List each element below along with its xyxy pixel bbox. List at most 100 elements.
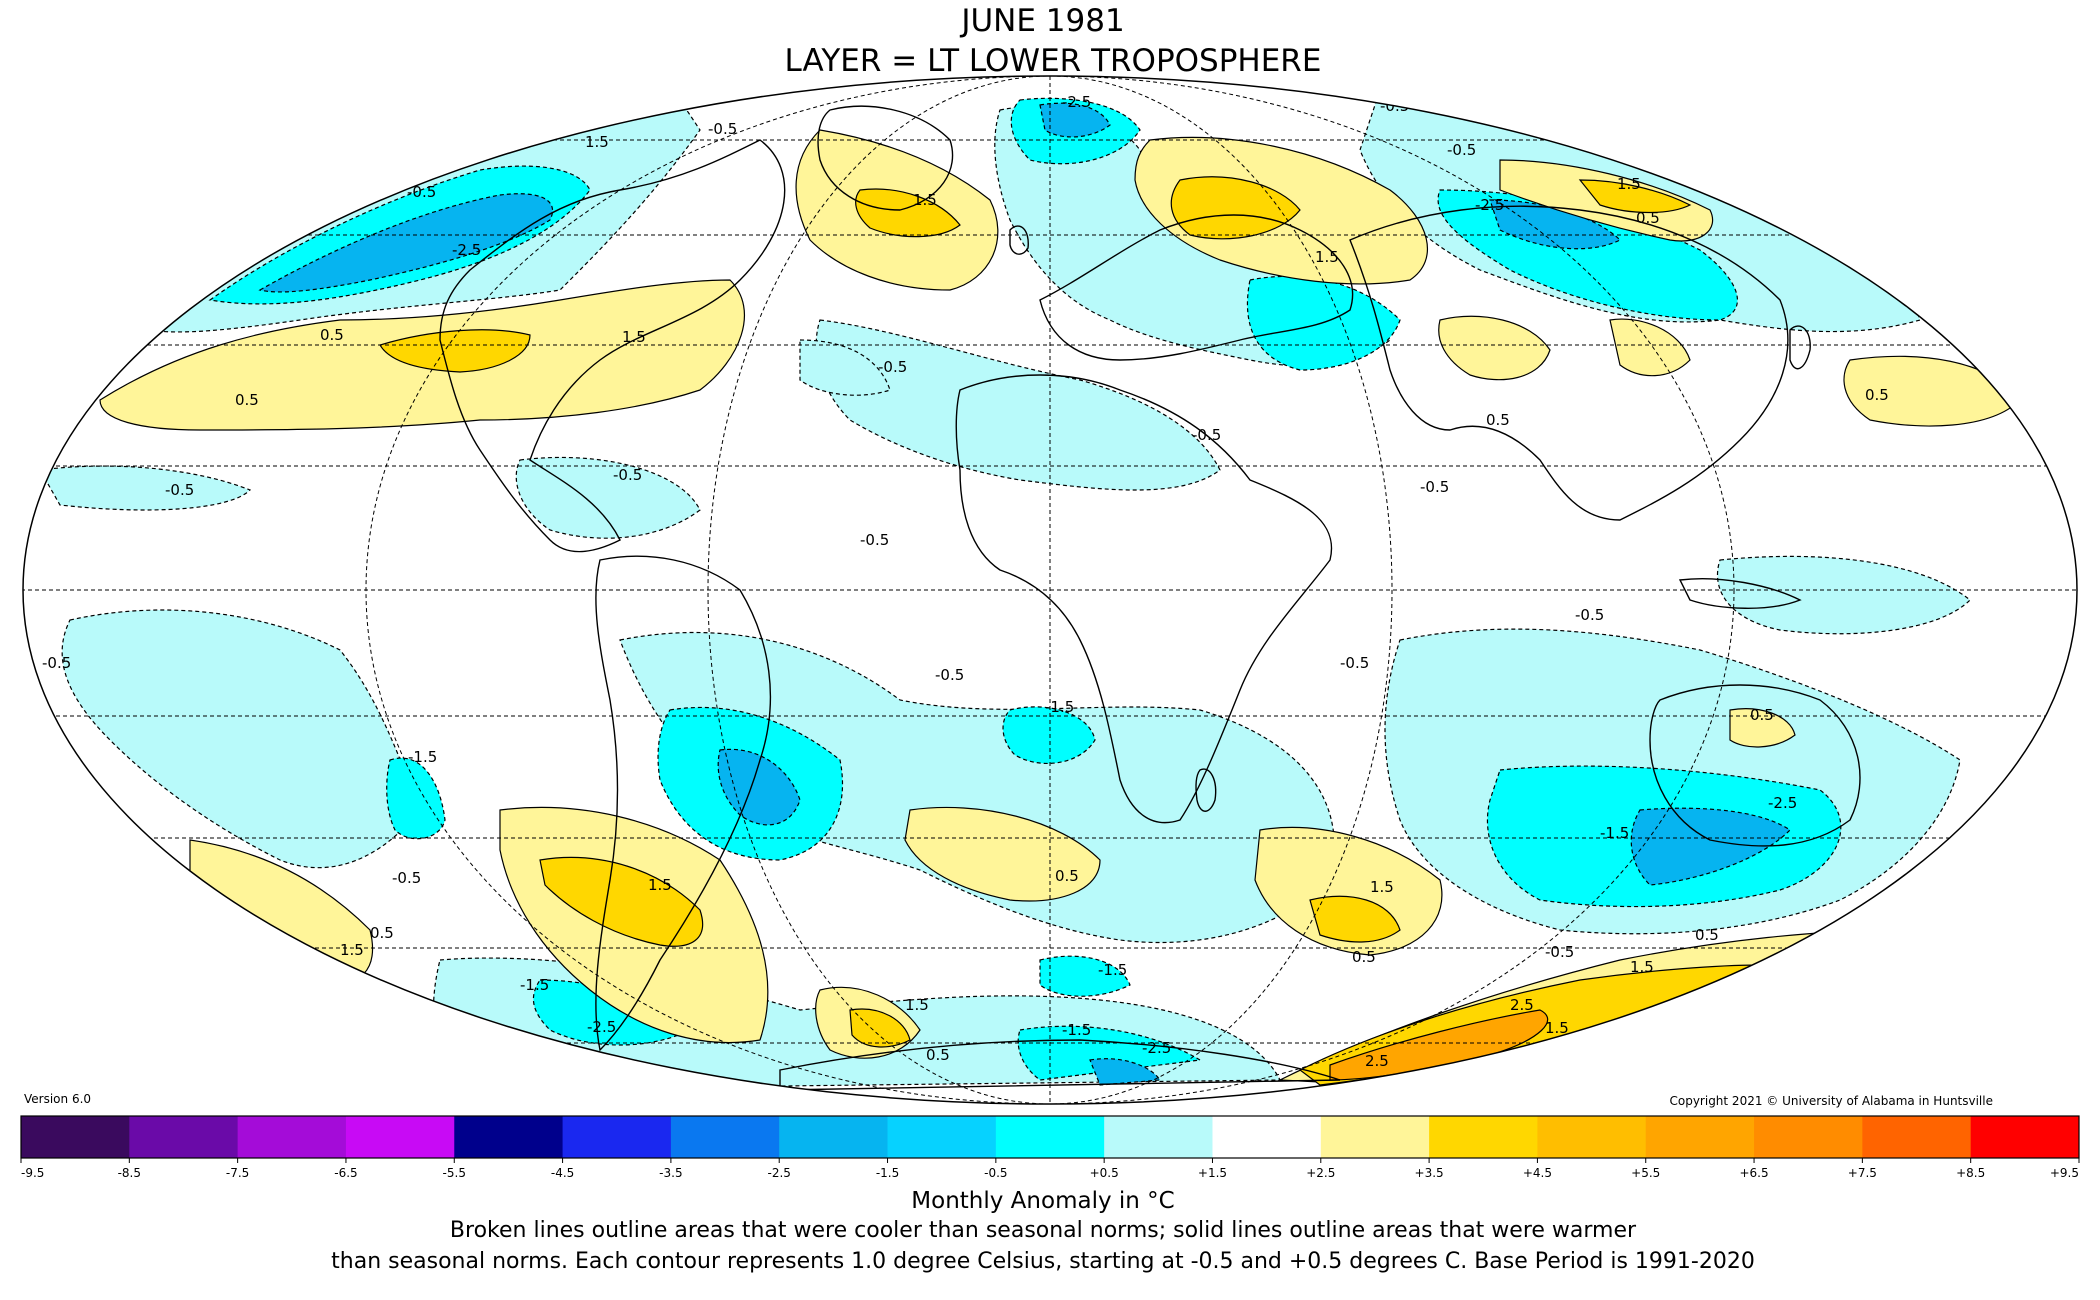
madagascar-outline: [1195, 768, 1217, 812]
contour-label: -0.5: [708, 120, 737, 138]
contour-label: -1.5: [1098, 961, 1127, 979]
globe: -0.5 -0.5 -0.5 -0.5 -0.5 -0.5 -0.5 -0.5 …: [22, 75, 2078, 1105]
copyright-label: Copyright 2021 © University of Alabama i…: [1669, 1094, 1993, 1108]
contour-label: -0.5: [613, 466, 642, 484]
contour-label: 0.5: [320, 326, 344, 344]
legend-swatch: [887, 1116, 997, 1158]
contour-label: 1.5: [1630, 958, 1654, 976]
warm-region-australia-spot: [1729, 708, 1796, 748]
contour-label: 0.5: [1055, 867, 1079, 885]
legend-swatch: [1212, 1116, 1322, 1158]
warm-mid-south-pacific: [539, 856, 704, 947]
legend-border: [20, 1115, 2080, 1159]
contour-label: -0.5: [1447, 141, 1476, 159]
contour-label: -2.5: [1062, 93, 1091, 111]
contour-label: -1.5: [1600, 824, 1629, 842]
cool-deep-indian-ocean: [1630, 807, 1791, 886]
south-america-outline: [595, 555, 772, 1052]
legend-tick-label: -3.5: [659, 1166, 682, 1180]
graticule-meridian: [365, 76, 1735, 1104]
legend-swatch: [1104, 1116, 1213, 1158]
warm-mid-north-america: [379, 329, 531, 373]
warm-region-india: [1609, 318, 1691, 377]
legend-swatch: [1970, 1116, 2080, 1158]
cool-region-atlantic-africa: [815, 319, 1221, 491]
contour-label: 1.5: [585, 133, 609, 151]
legend-swatch: [995, 1116, 1105, 1158]
legend-tick-label: +1.5: [1198, 1166, 1227, 1180]
contour-label: 0.5: [1352, 948, 1376, 966]
legend-swatch: [129, 1116, 239, 1158]
legend-tick-label: +9.5: [2050, 1166, 2079, 1180]
warm-region-south-atlantic: [904, 806, 1101, 902]
contour-label: -0.5: [165, 481, 194, 499]
indonesia-outline: [1678, 578, 1802, 609]
contour-label: -0.5: [392, 869, 421, 887]
cool-mid-europe: [1246, 275, 1401, 371]
legend-tick-label: +8.5: [1956, 1166, 1985, 1180]
graticule-meridian: [707, 76, 1393, 1104]
legend-swatch: [562, 1116, 672, 1158]
contour-label: -0.5: [935, 666, 964, 684]
contour-label: -0.5: [42, 654, 71, 672]
africa-outline: [955, 374, 1333, 824]
legend-swatch: [1645, 1116, 1755, 1158]
legend-swatch: [779, 1116, 889, 1158]
cool-region-south-pacific-west: [61, 609, 421, 869]
legend-swatch: [454, 1116, 564, 1158]
contour-label: -0.5: [407, 183, 436, 201]
asia-outline: [1349, 205, 1789, 521]
cool-region-maritime-continent: [1716, 555, 1971, 635]
cool-region-tropical-pacific: [39, 465, 252, 511]
contour-label: -2.5: [452, 241, 481, 259]
contour-label: -0.5: [860, 531, 889, 549]
contour-label: -0.5: [878, 358, 907, 376]
warm-region-pacific-east: [1843, 355, 2021, 427]
contour-label: 1.5: [340, 941, 364, 959]
legend-swatch: [1754, 1116, 1863, 1158]
legend-tick-label: -7.5: [226, 1166, 249, 1180]
japan-outline: [1789, 325, 1811, 370]
contour-label: -0.5: [1340, 654, 1369, 672]
legend-tick-label: +7.5: [1848, 1166, 1877, 1180]
legend-swatch: [1537, 1116, 1647, 1158]
british-isles-outline: [1009, 225, 1029, 255]
contour-label: -2.5: [1768, 794, 1797, 812]
legend-tick-label: +0.5: [1090, 1166, 1119, 1180]
caption-line2: than seasonal norms. Each contour repres…: [331, 1249, 1755, 1274]
legend-swatch: [345, 1116, 455, 1158]
cool-region-caribbean: [515, 456, 701, 539]
legend-tick-label: -6.5: [334, 1166, 357, 1180]
warm-mid-scandinavia: [1170, 176, 1301, 240]
contour-label: 0.5: [926, 1046, 950, 1064]
legend-swatch: [1320, 1116, 1430, 1158]
contour-label: 1.5: [913, 191, 937, 209]
contour-label: 1.5: [905, 996, 929, 1014]
map-title-line1: JUNE 1981: [959, 3, 1124, 39]
contour-label: 0.5: [235, 391, 259, 409]
cool-deep-north-pacific: [258, 193, 554, 293]
greenland-outline: [817, 105, 954, 211]
contour-label: 0.5: [1695, 926, 1719, 944]
warm-mid-south-atlantic: [1309, 895, 1401, 943]
globe-outline: [22, 75, 2078, 1105]
legend-swatch: [1429, 1116, 1538, 1158]
contour-label: -1.5: [1045, 698, 1074, 716]
version-label: Version 6.0: [24, 1092, 91, 1106]
map-title-line2: LAYER = LT LOWER TROPOSPHERE: [785, 43, 1322, 79]
contour-label: 0.5: [1750, 706, 1774, 724]
legend-tick-label: -5.5: [443, 1166, 466, 1180]
legend-swatch: [21, 1116, 130, 1158]
new-zealand-outline: [1947, 877, 1964, 913]
contour-label: 2.5: [1510, 996, 1534, 1014]
legend-tick-label: -1.5: [876, 1166, 899, 1180]
contour-label: -1.5: [1062, 1021, 1091, 1039]
legend-tick-label: -4.5: [551, 1166, 574, 1180]
contour-label: -0.5: [1192, 426, 1221, 444]
cool-region-central-pacific: [799, 339, 891, 396]
contour-label: -1.5: [520, 976, 549, 994]
contour-label: -2.5: [587, 1018, 616, 1036]
legend-tick-label: +6.5: [1739, 1166, 1768, 1180]
contour-label: 1.5: [1617, 175, 1641, 193]
